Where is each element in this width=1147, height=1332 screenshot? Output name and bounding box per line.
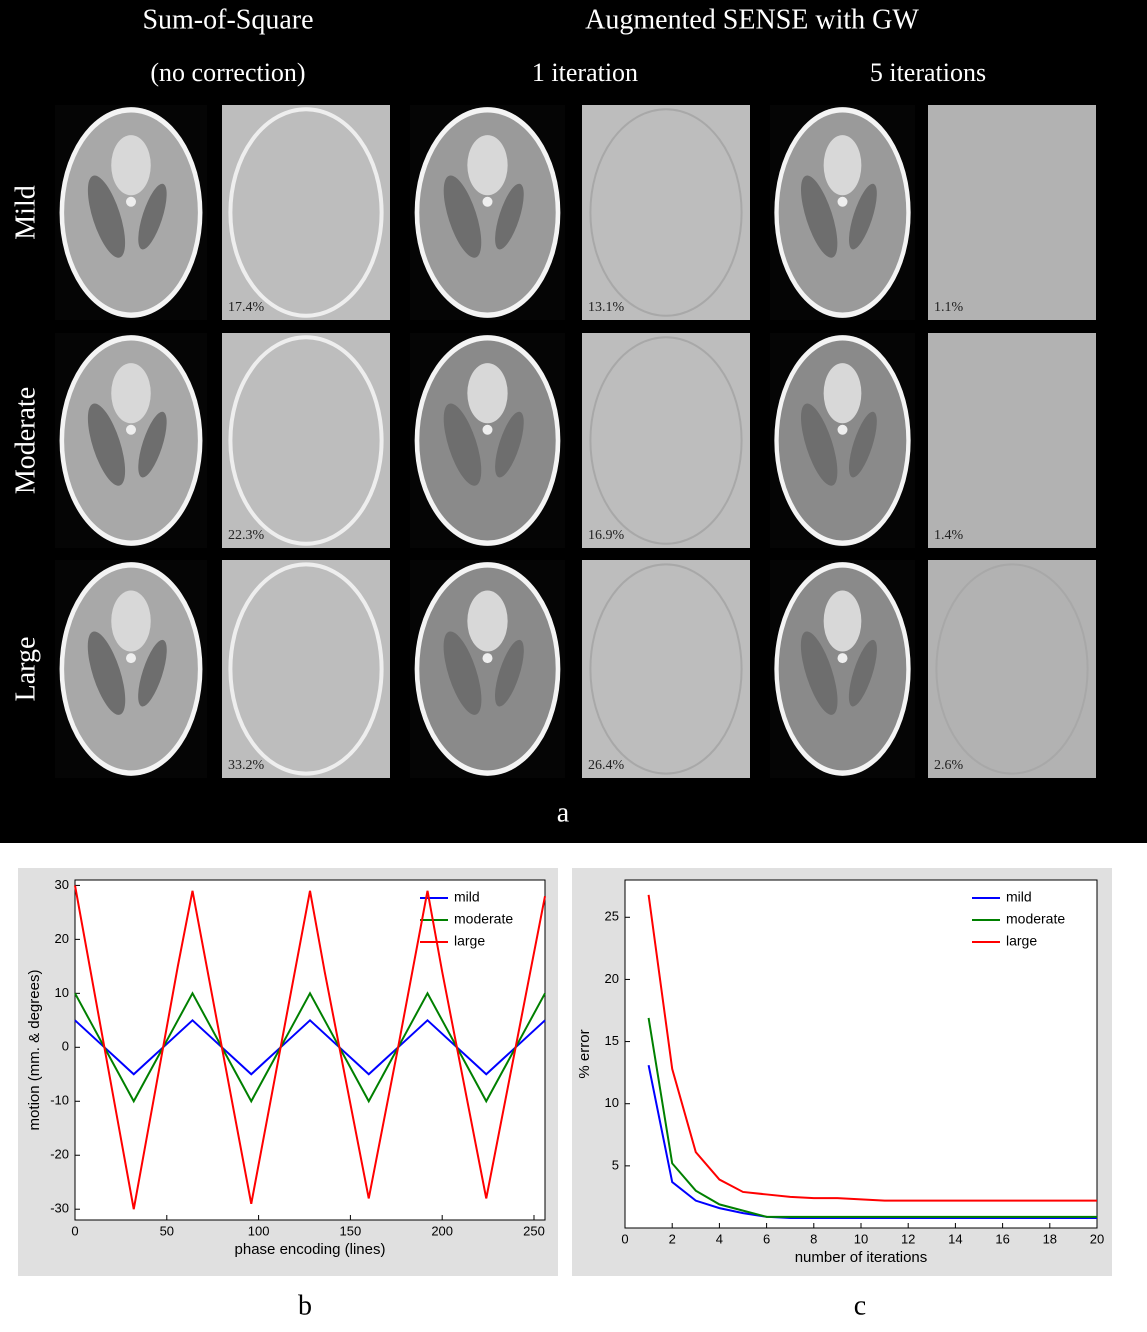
x-tick-label: 50 — [160, 1223, 174, 1238]
y-axis-label: motion (mm. & degrees) — [26, 970, 43, 1131]
error-image — [222, 333, 390, 548]
row-label: Large — [10, 637, 41, 702]
phantom-region — [824, 363, 862, 423]
error-image — [222, 560, 390, 778]
y-tick-label: 0 — [62, 1039, 69, 1054]
panel-label: a — [557, 797, 570, 828]
x-tick-label: 4 — [716, 1231, 723, 1246]
y-axis-label: % error — [576, 1029, 593, 1078]
error-label: 17.4% — [228, 300, 265, 315]
error-image — [582, 560, 750, 778]
phantom-region — [111, 135, 151, 195]
page: {"panel_a": {"headers": ["Sum-of-Square"… — [0, 0, 1147, 1332]
panel-label: c — [854, 1290, 866, 1321]
error-image — [582, 333, 750, 548]
phantom-dot — [838, 197, 848, 207]
legend-label: moderate — [1006, 911, 1065, 927]
column-subheader: 5 iterations — [870, 58, 986, 87]
error-label: 16.9% — [588, 528, 625, 543]
y-tick-label: 5 — [612, 1157, 619, 1172]
y-tick-label: 20 — [55, 931, 69, 946]
error-label: 1.4% — [934, 528, 964, 543]
y-tick-label: 10 — [605, 1095, 619, 1110]
y-tick-label: 10 — [55, 985, 69, 1000]
x-tick-label: 14 — [948, 1231, 962, 1246]
plot-area — [75, 880, 545, 1220]
phantom-dot — [483, 653, 493, 663]
error-label: 13.1% — [588, 300, 625, 315]
legend-label: moderate — [454, 911, 513, 927]
x-tick-label: 16 — [995, 1231, 1009, 1246]
legend-label: mild — [454, 889, 480, 905]
error-image — [222, 105, 390, 320]
x-tick-label: 100 — [248, 1223, 270, 1238]
error-image — [928, 105, 1096, 320]
phantom-dot — [126, 425, 136, 435]
error-image — [928, 560, 1096, 778]
panel-label: b — [298, 1290, 312, 1321]
phantom-region — [824, 591, 862, 652]
column-header: Augmented SENSE with GW — [585, 4, 919, 35]
y-tick-label: -30 — [50, 1201, 69, 1216]
y-tick-label: -20 — [50, 1147, 69, 1162]
phantom-dot — [126, 197, 136, 207]
row-label: Mild — [10, 185, 41, 239]
phantom-region — [824, 135, 862, 195]
column-subheader: 1 iteration — [532, 58, 638, 87]
figure: Sum-of-Square Augmented SENSE with GW (n… — [0, 0, 1147, 1332]
x-tick-label: 200 — [431, 1223, 453, 1238]
error-image — [928, 333, 1096, 548]
error-label: 1.1% — [934, 300, 964, 315]
x-tick-label: 0 — [621, 1231, 628, 1246]
row-label: Moderate — [10, 387, 41, 494]
phantom-dot — [838, 425, 848, 435]
x-tick-label: 250 — [523, 1223, 545, 1238]
phantom-region — [111, 591, 151, 652]
error-label: 33.2% — [228, 758, 265, 773]
x-tick-label: 10 — [854, 1231, 868, 1246]
phantom-region — [467, 591, 507, 652]
phantom-region — [467, 135, 507, 195]
phantom-dot — [483, 425, 493, 435]
x-tick-label: 150 — [340, 1223, 362, 1238]
x-tick-label: 18 — [1043, 1231, 1057, 1246]
column-header: Sum-of-Square — [142, 4, 313, 35]
phantom-region — [111, 363, 151, 423]
x-tick-label: 20 — [1090, 1231, 1104, 1246]
error-image — [582, 105, 750, 320]
x-axis-label: number of iterations — [795, 1249, 928, 1266]
x-tick-label: 0 — [71, 1223, 78, 1238]
x-tick-label: 8 — [810, 1231, 817, 1246]
legend-label: mild — [1006, 889, 1032, 905]
error-label: 2.6% — [934, 758, 964, 773]
legend-label: large — [454, 933, 485, 949]
phantom-region — [467, 363, 507, 423]
phantom-dot — [838, 653, 848, 663]
phantom-dot — [126, 653, 136, 663]
y-tick-label: 30 — [55, 877, 69, 892]
y-tick-label: 25 — [605, 909, 619, 924]
column-subheader: (no correction) — [150, 58, 305, 87]
x-tick-label: 6 — [763, 1231, 770, 1246]
y-tick-label: 15 — [605, 1033, 619, 1048]
legend-label: large — [1006, 933, 1037, 949]
error-label: 26.4% — [588, 758, 625, 773]
x-tick-label: 2 — [669, 1231, 676, 1246]
y-tick-label: 20 — [605, 971, 619, 986]
y-tick-label: -10 — [50, 1093, 69, 1108]
x-axis-label: phase encoding (lines) — [235, 1241, 386, 1258]
error-label: 22.3% — [228, 528, 265, 543]
phantom-dot — [483, 197, 493, 207]
x-tick-label: 12 — [901, 1231, 915, 1246]
